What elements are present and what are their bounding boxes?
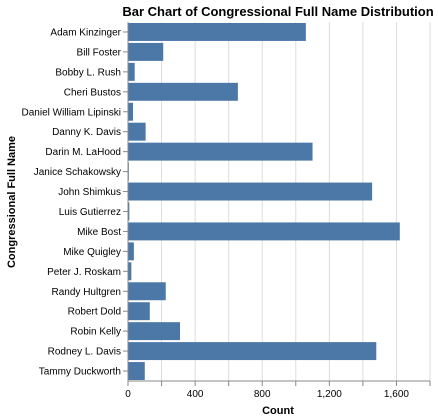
- x-tick-label: 800: [254, 389, 271, 400]
- y-tick-label: Luis Gutierrez: [59, 207, 121, 218]
- bars: [128, 22, 400, 381]
- y-tick-label: Janice Schakowsky: [34, 167, 121, 178]
- bar-8: [128, 182, 373, 201]
- y-tick-label: Rodney L. Davis: [48, 347, 121, 358]
- bar-11: [128, 242, 134, 261]
- bar-17: [128, 362, 145, 381]
- grid-lines: [127, 22, 431, 381]
- bar-14: [128, 302, 150, 321]
- y-tick-label: Bill Foster: [77, 47, 122, 58]
- bar-5: [128, 122, 146, 141]
- bar-15: [128, 322, 181, 341]
- chart-title: Bar Chart of Congressional Full Name Dis…: [122, 4, 433, 19]
- bar-3: [128, 82, 238, 101]
- y-tick-label: Bobby L. Rush: [55, 67, 121, 78]
- bar-4: [128, 102, 134, 121]
- x-tick-label: 1,600: [384, 389, 409, 400]
- bar-0: [128, 22, 306, 41]
- bar-9: [128, 202, 130, 221]
- y-tick-label: Cheri Bustos: [64, 87, 121, 98]
- bar-12: [128, 262, 132, 281]
- y-tick-label: Darin M. LaHood: [45, 147, 121, 158]
- bar-10: [128, 222, 400, 241]
- y-tick-label: Adam Kinzinger: [50, 27, 121, 38]
- bar-16: [128, 342, 377, 361]
- bar-6: [128, 142, 313, 161]
- y-tick-label: Danny K. Davis: [52, 127, 121, 138]
- y-tick-label: Robert Dold: [68, 307, 121, 318]
- y-tick-label: John Shimkus: [58, 187, 121, 198]
- y-tick-label: Daniel William Lipinski: [22, 107, 121, 118]
- y-tick-label: Tammy Duckworth: [39, 367, 121, 378]
- y-axis-title: Congressional Full Name: [6, 136, 18, 268]
- x-tick-label: 400: [187, 389, 204, 400]
- y-tick-label: Randy Hultgren: [52, 287, 121, 298]
- y-tick-label: Peter J. Roskam: [47, 267, 121, 278]
- bar-13: [128, 282, 166, 301]
- bar-2: [128, 62, 135, 81]
- y-tick-label: Mike Quigley: [63, 247, 121, 258]
- x-axis-title: Count: [262, 405, 294, 417]
- x-tick-label: 0: [125, 389, 131, 400]
- x-tick-label: 1,200: [317, 389, 342, 400]
- bar-1: [128, 42, 164, 61]
- y-tick-label: Robin Kelly: [70, 327, 121, 338]
- y-axis: Adam Kinzinger Bill Foster Bobby L. Rush Ch…: [22, 22, 129, 381]
- x-axis: 0 400 800 1,200 1,600: [125, 380, 431, 400]
- y-tick-label: Mike Bost: [77, 227, 121, 238]
